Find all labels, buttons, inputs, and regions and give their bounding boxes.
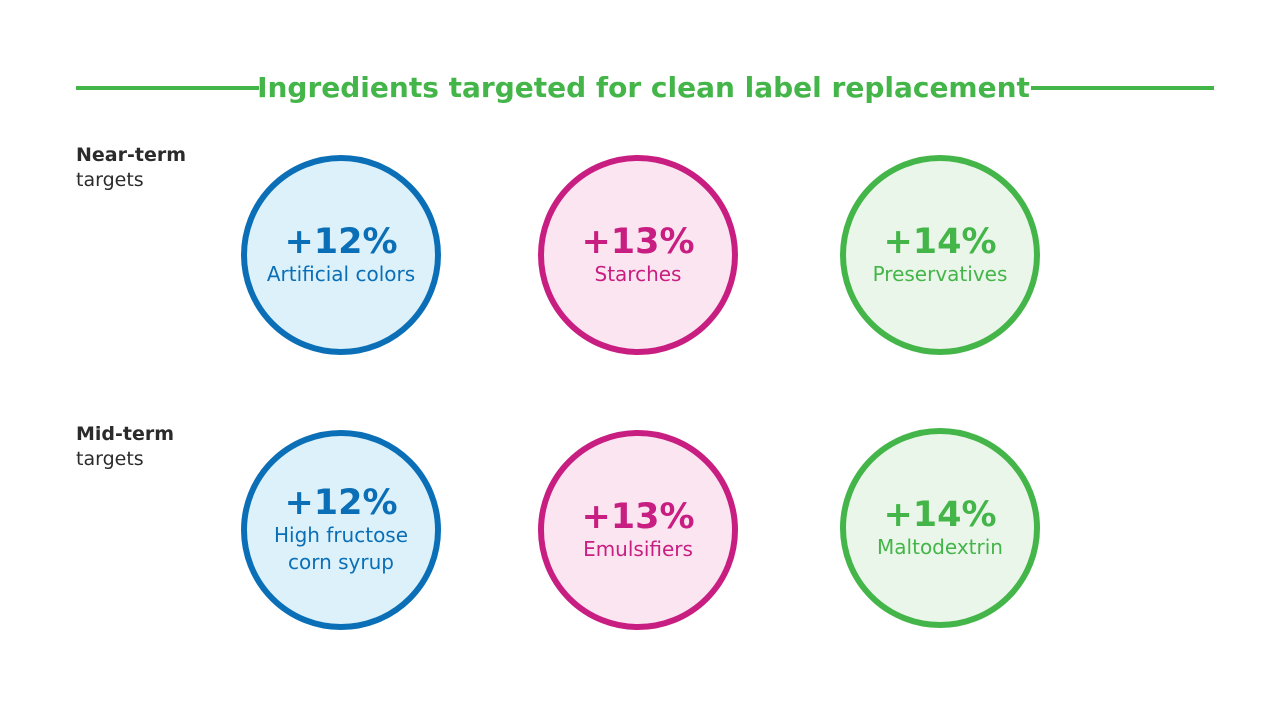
row-label-line2: targets bbox=[76, 169, 144, 191]
circle-artificial-colors: +12% Artificial colors bbox=[241, 155, 441, 355]
circle-percent: +14% bbox=[883, 221, 997, 262]
row-label-line2: targets bbox=[76, 448, 144, 470]
row-label-line1: Mid-term bbox=[76, 423, 175, 445]
circle-ingredient-name: Artificial colors bbox=[266, 261, 416, 286]
circle-percent: +13% bbox=[581, 496, 695, 537]
circle-ingredient-name: High fructose corn syrup bbox=[273, 523, 409, 574]
circle-percent: +12% bbox=[284, 483, 398, 523]
circle-maltodextrin: +14% Maltodextrin bbox=[840, 428, 1040, 628]
row-label-near-term: Near-term targets bbox=[76, 143, 186, 193]
row-label-line1: Near-term bbox=[76, 144, 187, 166]
title-rule-left bbox=[76, 86, 259, 90]
circle-ingredient-name: Maltodextrin bbox=[877, 534, 1003, 559]
circle-high-fructose-corn-syrup: +12% High fructose corn syrup bbox=[241, 430, 441, 630]
row-label-mid-term: Mid-term targets bbox=[76, 422, 174, 472]
circle-ingredient-name: Preservatives bbox=[872, 261, 1008, 286]
circle-percent: +13% bbox=[581, 221, 695, 262]
circle-emulsifiers: +13% Emulsifiers bbox=[538, 430, 738, 630]
circle-ingredient-name: Emulsifiers bbox=[583, 536, 693, 561]
circle-preservatives: +14% Preservatives bbox=[840, 155, 1040, 355]
circle-percent: +12% bbox=[284, 221, 398, 262]
circle-starches: +13% Starches bbox=[538, 155, 738, 355]
page-title: Ingredients targeted for clean label rep… bbox=[257, 71, 1030, 104]
circle-ingredient-name: Starches bbox=[594, 261, 682, 286]
circle-percent: +14% bbox=[883, 494, 997, 535]
title-rule-right bbox=[1031, 86, 1214, 90]
